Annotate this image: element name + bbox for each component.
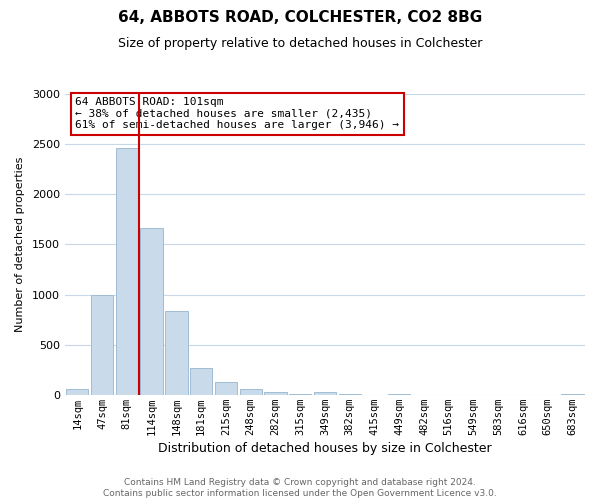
Bar — [314, 392, 336, 395]
Bar — [91, 294, 113, 395]
Bar — [388, 394, 410, 395]
Bar — [215, 382, 237, 395]
Y-axis label: Number of detached properties: Number of detached properties — [15, 156, 25, 332]
Bar — [165, 310, 188, 395]
X-axis label: Distribution of detached houses by size in Colchester: Distribution of detached houses by size … — [158, 442, 492, 455]
Bar — [190, 368, 212, 395]
Text: Contains HM Land Registry data © Crown copyright and database right 2024.
Contai: Contains HM Land Registry data © Crown c… — [103, 478, 497, 498]
Bar — [562, 394, 584, 395]
Text: 64 ABBOTS ROAD: 101sqm
← 38% of detached houses are smaller (2,435)
61% of semi-: 64 ABBOTS ROAD: 101sqm ← 38% of detached… — [76, 97, 400, 130]
Bar — [239, 390, 262, 395]
Bar — [140, 228, 163, 395]
Bar — [116, 148, 138, 395]
Bar — [66, 390, 88, 395]
Text: Size of property relative to detached houses in Colchester: Size of property relative to detached ho… — [118, 38, 482, 51]
Text: 64, ABBOTS ROAD, COLCHESTER, CO2 8BG: 64, ABBOTS ROAD, COLCHESTER, CO2 8BG — [118, 10, 482, 25]
Bar — [264, 392, 287, 395]
Bar — [338, 394, 361, 395]
Bar — [289, 394, 311, 395]
